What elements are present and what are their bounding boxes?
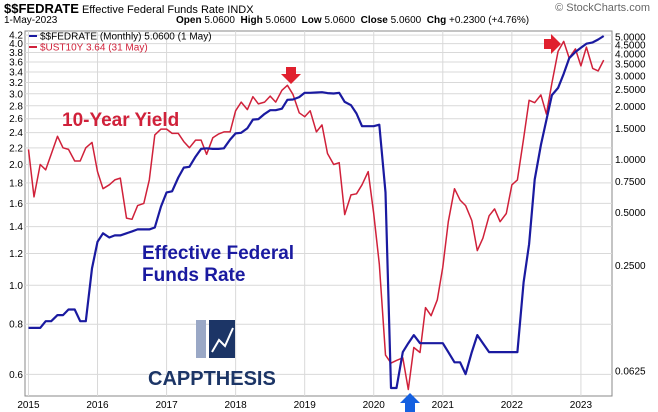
x-tick-label: 2020 (363, 400, 386, 411)
exchange: INDX (227, 4, 254, 16)
x-tick-label: 2022 (501, 400, 524, 411)
blue-up-arrow-icon (400, 393, 420, 412)
right-tick-label: 0.7500 (615, 177, 646, 188)
left-tick-label: 2.4 (9, 128, 23, 139)
left-tick-label: 3.4 (9, 67, 23, 78)
left-tick-label: 1.2 (9, 249, 23, 260)
left-tick-label: 2.8 (9, 101, 23, 112)
left-tick-label: 1.8 (9, 178, 23, 189)
symbol-name: Effective Federal Funds Rate (81, 4, 225, 16)
right-tick-label: 5.0000 (615, 32, 646, 43)
right-tick-label: 1.5000 (615, 124, 646, 135)
left-tick-label: 4.2 (9, 31, 23, 42)
yield-annotation: 10-Year Yield (62, 110, 179, 131)
chart-header-title: $$FEDRATE Effective Federal Funds Rate I… (4, 1, 254, 16)
right-tick-label: 0.2500 (615, 261, 646, 272)
left-tick-label: 4.0 (9, 39, 23, 50)
x-tick-label: 2016 (86, 400, 109, 411)
fed-annotation-line2: Funds Rate (142, 265, 245, 286)
cappthesis-logo-text: CAPPTHESIS (148, 368, 276, 390)
right-tick-label: 3.0000 (615, 71, 646, 82)
close-label: Close (360, 15, 388, 26)
left-tick-label: 1.4 (9, 222, 23, 233)
right-tick-label: 3.5000 (615, 60, 646, 71)
right-tick-label: 4.0000 (615, 49, 646, 60)
right-tick-label: 2.0000 (615, 102, 646, 113)
x-tick-label: 2021 (432, 400, 455, 411)
x-tick-label: 2023 (570, 400, 593, 411)
symbol: $$FEDRATE (4, 1, 79, 16)
ohlc-readout: Open 5.0600 High 5.0600 Low 5.0600 Close… (176, 15, 529, 26)
left-tick-label: 2.0 (9, 160, 23, 171)
high-value: 5.0600 (265, 15, 297, 26)
open-label: Open (176, 15, 202, 26)
left-tick-label: 3.2 (9, 78, 23, 89)
chg-value: +0.2300 (+4.76%) (449, 15, 530, 26)
low-value: 5.0600 (324, 15, 356, 26)
x-tick-label: 2017 (155, 400, 178, 411)
chg-label: Chg (426, 15, 447, 26)
left-tick-label: 3.8 (9, 48, 23, 59)
low-label: Low (301, 15, 322, 26)
left-tick-label: 0.6 (9, 370, 23, 381)
left-tick-label: 2.2 (9, 143, 23, 154)
right-tick-label: 0.5000 (615, 208, 646, 219)
series-line-ust10y (27, 40, 605, 391)
legend-label: $$FEDRATE (Monthly) 5.0600 (1 May) (40, 32, 212, 43)
red-down-arrow-icon (281, 67, 301, 84)
chart-date: 1-May-2023 (4, 15, 58, 26)
right-tick-label: 4.5000 (615, 40, 646, 51)
high-label: High (240, 15, 263, 26)
left-tick-label: 0.8 (9, 320, 23, 331)
left-tick-label: 3.0 (9, 89, 23, 100)
open-value: 5.0600 (204, 15, 235, 26)
logo-trend (211, 327, 234, 353)
right-tick-label: 0.0625 (615, 366, 646, 377)
close-value: 5.0600 (390, 15, 422, 26)
left-tick-label: 1.0 (9, 281, 23, 292)
left-tick-label: 1.6 (9, 199, 23, 210)
left-tick-label: 2.6 (9, 114, 23, 125)
stockcharts-brand: © StockCharts.com (555, 2, 650, 14)
red-right-arrow-icon (544, 34, 561, 54)
fed-annotation-line1: Effective Federal (142, 243, 294, 264)
cappthesis-logo-icon (196, 320, 235, 358)
x-tick-label: 2015 (17, 400, 40, 411)
logo-bar (196, 320, 206, 358)
right-tick-label: 1.0000 (615, 155, 646, 166)
series-line-fedrate (28, 35, 605, 390)
left-tick-label: 3.6 (9, 57, 23, 68)
x-tick-label: 2018 (225, 400, 248, 411)
plot-area (24, 30, 613, 397)
right-tick-label: 2.5000 (615, 85, 646, 96)
x-tick-label: 2019 (294, 400, 317, 411)
legend-label: $UST10Y 3.64 (31 May) (40, 43, 148, 54)
